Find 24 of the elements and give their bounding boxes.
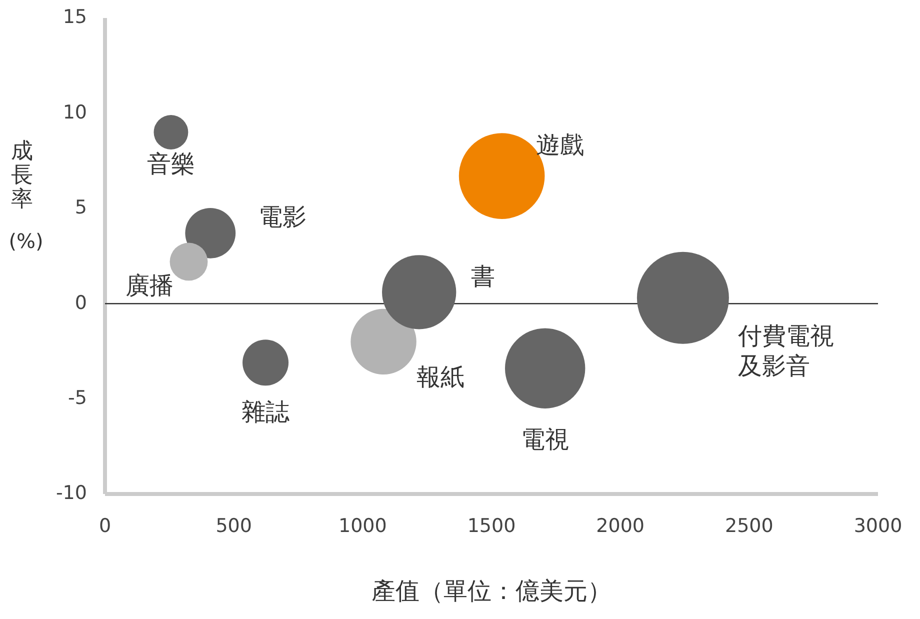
series-label: 音樂 (146, 150, 195, 178)
x-tick-label: 2500 (724, 515, 774, 537)
series-label: 書 (471, 262, 496, 290)
series-label: 遊戲 (536, 130, 584, 159)
series-label: 報紙 (416, 362, 464, 390)
x-tick-label: 2000 (596, 515, 645, 537)
series-label: 電視 (521, 425, 570, 454)
y-tick-label: -10 (56, 482, 87, 504)
series-label: 電影 (258, 202, 306, 231)
series-label: 雜誌 (242, 398, 290, 426)
series-label: 付費電視及影音 (737, 322, 834, 380)
series-label: 廣播 (126, 270, 174, 299)
y-axis-title: 成長率(%) (8, 139, 44, 253)
y-tick-label: 10 (62, 101, 87, 124)
x-tick-label: 0 (98, 515, 112, 537)
y-tick-label: -5 (68, 386, 87, 410)
y-tick-label: 0 (74, 292, 87, 314)
y-tick-label: 5 (74, 196, 87, 219)
y-tick-label: 15 (62, 6, 87, 28)
x-tick-label: 1000 (338, 515, 387, 537)
x-tick-label: 3000 (854, 515, 902, 537)
x-tick-label: 1500 (467, 515, 516, 537)
x-tick-label: 500 (216, 515, 252, 537)
x-axis-title: 產值（單位：億美元） (372, 577, 612, 605)
